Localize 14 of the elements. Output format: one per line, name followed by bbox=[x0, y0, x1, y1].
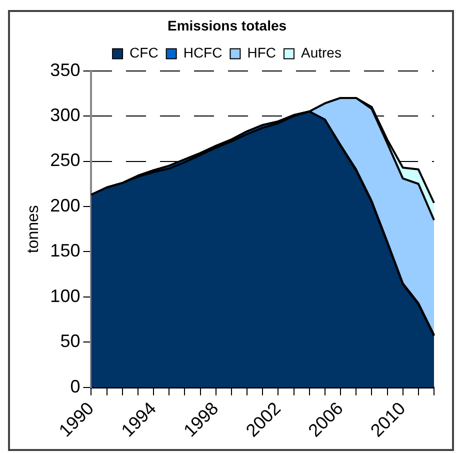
y-tick-label: 150 bbox=[50, 240, 80, 261]
y-tick-label: 200 bbox=[50, 195, 80, 216]
legend-label: HCFC bbox=[183, 44, 222, 61]
y-axis-title: tonnes bbox=[25, 205, 42, 254]
chart-title: Emissions totales bbox=[167, 17, 287, 34]
y-tick-label: 300 bbox=[50, 105, 80, 125]
y-tick-label: 100 bbox=[50, 286, 80, 306]
y-tick-label: 250 bbox=[50, 150, 80, 170]
legend-label: Autres bbox=[300, 44, 342, 61]
legend-label: HFC bbox=[247, 44, 276, 61]
y-tick-label: 0 bbox=[70, 376, 80, 396]
y-tick-label: 350 bbox=[50, 60, 80, 80]
y-tick-label: 50 bbox=[60, 331, 80, 352]
legend-label: CFC bbox=[130, 44, 158, 61]
